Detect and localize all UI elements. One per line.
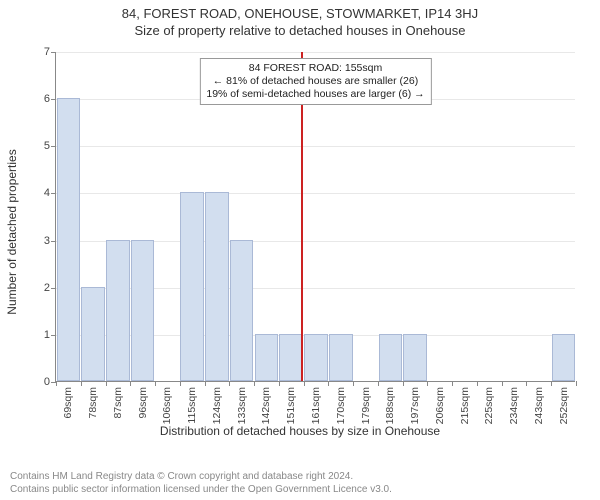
- y-tick-label: 2: [44, 282, 56, 294]
- histogram-bar: [81, 287, 105, 381]
- histogram-bar: [329, 334, 353, 381]
- y-tick-label: 6: [44, 93, 56, 105]
- x-tick-mark: [205, 381, 206, 386]
- x-tick-mark: [477, 381, 478, 386]
- x-axis-label: Distribution of detached houses by size …: [0, 422, 600, 438]
- footer-line-1: Contains HM Land Registry data © Crown c…: [10, 471, 392, 484]
- y-tick-label: 7: [44, 46, 56, 58]
- histogram-bar: [552, 334, 576, 381]
- x-tick-label: 69sqm: [62, 387, 74, 419]
- x-tick-mark: [452, 381, 453, 386]
- x-tick-mark: [378, 381, 379, 386]
- x-tick-mark: [180, 381, 181, 386]
- x-tick-label: 170sqm: [335, 387, 347, 424]
- x-tick-label: 215sqm: [459, 387, 471, 424]
- x-tick-mark: [81, 381, 82, 386]
- x-tick-label: 197sqm: [409, 387, 421, 424]
- x-tick-mark: [328, 381, 329, 386]
- gridline-h: [56, 52, 575, 53]
- plot-area: 0123456769sqm78sqm87sqm96sqm106sqm115sqm…: [55, 52, 575, 382]
- x-tick-mark: [254, 381, 255, 386]
- y-axis-label: Number of detached properties: [5, 149, 19, 314]
- histogram-bar: [106, 240, 130, 381]
- footer-line-2: Contains public sector information licen…: [10, 484, 392, 497]
- x-tick-label: 142sqm: [260, 387, 272, 424]
- histogram-bar: [255, 334, 279, 381]
- x-tick-mark: [56, 381, 57, 386]
- x-tick-label: 151sqm: [285, 387, 297, 424]
- x-tick-label: 179sqm: [360, 387, 372, 424]
- footer-attribution: Contains HM Land Registry data © Crown c…: [10, 471, 392, 496]
- x-tick-label: 252sqm: [558, 387, 570, 424]
- y-tick-label: 1: [44, 329, 56, 341]
- y-tick-label: 0: [44, 376, 56, 388]
- x-tick-label: 124sqm: [211, 387, 223, 424]
- x-tick-mark: [427, 381, 428, 386]
- histogram-bar: [379, 334, 403, 381]
- x-tick-label: 243sqm: [533, 387, 545, 424]
- x-tick-mark: [353, 381, 354, 386]
- x-tick-mark: [403, 381, 404, 386]
- histogram-bar: [304, 334, 328, 381]
- histogram-bar: [180, 192, 204, 381]
- annotation-line-2: ← 81% of detached houses are smaller (26…: [206, 75, 424, 88]
- chart-container: Number of detached properties 0123456769…: [0, 42, 600, 422]
- x-tick-mark: [502, 381, 503, 386]
- x-tick-mark: [130, 381, 131, 386]
- x-tick-mark: [526, 381, 527, 386]
- chart-title-main: 84, FOREST ROAD, ONEHOUSE, STOWMARKET, I…: [0, 0, 600, 21]
- x-tick-mark: [229, 381, 230, 386]
- chart-title-sub: Size of property relative to detached ho…: [0, 21, 600, 42]
- histogram-bar: [279, 334, 303, 381]
- x-tick-label: 78sqm: [87, 387, 99, 419]
- x-tick-label: 106sqm: [161, 387, 173, 424]
- x-tick-label: 225sqm: [483, 387, 495, 424]
- x-tick-mark: [279, 381, 280, 386]
- histogram-bar: [403, 334, 427, 381]
- x-tick-label: 133sqm: [236, 387, 248, 424]
- y-tick-label: 5: [44, 140, 56, 152]
- y-tick-label: 3: [44, 235, 56, 247]
- x-tick-label: 87sqm: [112, 387, 124, 419]
- y-tick-label: 4: [44, 187, 56, 199]
- x-tick-mark: [155, 381, 156, 386]
- gridline-h: [56, 193, 575, 194]
- x-tick-mark: [106, 381, 107, 386]
- annotation-line-3: 19% of semi-detached houses are larger (…: [206, 88, 424, 101]
- x-tick-mark: [551, 381, 552, 386]
- x-tick-label: 115sqm: [186, 387, 198, 424]
- histogram-bar: [131, 240, 155, 381]
- x-tick-label: 206sqm: [434, 387, 446, 424]
- x-tick-label: 96sqm: [137, 387, 149, 419]
- x-tick-mark: [576, 381, 577, 386]
- x-tick-label: 188sqm: [384, 387, 396, 424]
- gridline-h: [56, 146, 575, 147]
- histogram-bar: [205, 192, 229, 381]
- x-tick-mark: [304, 381, 305, 386]
- histogram-bar: [57, 98, 81, 381]
- x-tick-label: 161sqm: [310, 387, 322, 424]
- x-tick-label: 234sqm: [508, 387, 520, 424]
- annotation-box: 84 FOREST ROAD: 155sqm ← 81% of detached…: [199, 58, 431, 105]
- annotation-line-1: 84 FOREST ROAD: 155sqm: [206, 62, 424, 75]
- histogram-bar: [230, 240, 254, 381]
